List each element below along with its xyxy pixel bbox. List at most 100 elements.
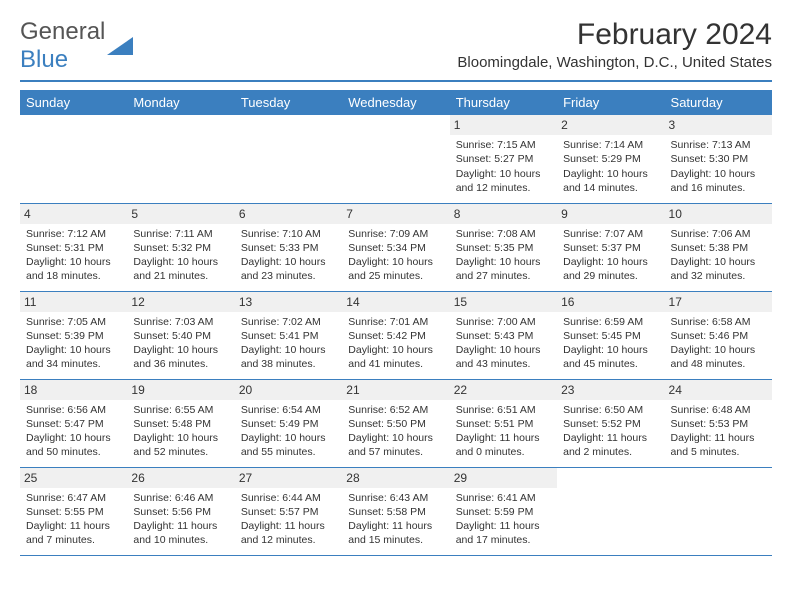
day-details: Sunrise: 6:58 AMSunset: 5:46 PMDaylight:… bbox=[671, 315, 766, 372]
day-cell: 5 Sunrise: 7:11 AMSunset: 5:32 PMDaylight… bbox=[127, 203, 234, 291]
header-rule bbox=[20, 80, 772, 82]
day-cell: 2 Sunrise: 7:14 AMSunset: 5:29 PMDaylight… bbox=[557, 115, 664, 203]
day-number: 18 bbox=[20, 380, 127, 400]
day-details: Sunrise: 6:50 AMSunset: 5:52 PMDaylight:… bbox=[563, 403, 658, 460]
day-details: Sunrise: 6:48 AMSunset: 5:53 PMDaylight:… bbox=[671, 403, 766, 460]
day-cell: 19 Sunrise: 6:55 AMSunset: 5:48 PMDayligh… bbox=[127, 379, 234, 467]
day-cell bbox=[127, 115, 234, 203]
day-number: 27 bbox=[235, 468, 342, 488]
day-cell bbox=[20, 115, 127, 203]
day-details: Sunrise: 6:55 AMSunset: 5:48 PMDaylight:… bbox=[133, 403, 228, 460]
dayname-tuesday: Tuesday bbox=[235, 90, 342, 115]
dayname-thursday: Thursday bbox=[450, 90, 557, 115]
week-row: 1Sunrise: 7:15 AMSunset: 5:27 PMDaylight… bbox=[20, 115, 772, 203]
location: Bloomingdale, Washington, D.C., United S… bbox=[457, 54, 772, 71]
day-number: 7 bbox=[342, 204, 449, 224]
day-number: 4 bbox=[20, 204, 127, 224]
day-cell: 28 Sunrise: 6:43 AMSunset: 5:58 PMDayligh… bbox=[342, 467, 449, 555]
day-details: Sunrise: 6:41 AMSunset: 5:59 PMDaylight:… bbox=[456, 491, 551, 548]
day-cell: 7 Sunrise: 7:09 AMSunset: 5:34 PMDaylight… bbox=[342, 203, 449, 291]
day-cell: 10 Sunrise: 7:06 AMSunset: 5:38 PMDayligh… bbox=[665, 203, 772, 291]
day-number: 23 bbox=[557, 380, 664, 400]
day-details: Sunrise: 7:10 AMSunset: 5:33 PMDaylight:… bbox=[241, 227, 336, 284]
day-number: 17 bbox=[665, 292, 772, 312]
day-number: 9 bbox=[557, 204, 664, 224]
day-cell: 6 Sunrise: 7:10 AMSunset: 5:33 PMDaylight… bbox=[235, 203, 342, 291]
day-number: 10 bbox=[665, 204, 772, 224]
day-number: 5 bbox=[127, 204, 234, 224]
day-cell: 13Sunrise: 7:02 AMSunset: 5:41 PMDayligh… bbox=[235, 291, 342, 379]
day-number: 14 bbox=[342, 292, 449, 312]
day-number: 15 bbox=[450, 292, 557, 312]
title-block: February 2024 Bloomingdale, Washington, … bbox=[457, 18, 772, 71]
day-number: 11 bbox=[20, 292, 127, 312]
day-details: Sunrise: 7:15 AMSunset: 5:27 PMDaylight:… bbox=[456, 138, 551, 195]
day-number: 22 bbox=[450, 380, 557, 400]
day-number: 29 bbox=[450, 468, 557, 488]
day-number: 25 bbox=[20, 468, 127, 488]
day-cell: 12Sunrise: 7:03 AMSunset: 5:40 PMDayligh… bbox=[127, 291, 234, 379]
week-row: 25 Sunrise: 6:47 AMSunset: 5:55 PMDayligh… bbox=[20, 467, 772, 555]
day-number: 28 bbox=[342, 468, 449, 488]
day-number: 2 bbox=[557, 115, 664, 135]
day-details: Sunrise: 6:47 AMSunset: 5:55 PMDaylight:… bbox=[26, 491, 121, 548]
day-cell bbox=[342, 115, 449, 203]
calendar-table: SundayMondayTuesdayWednesdayThursdayFrid… bbox=[20, 90, 772, 556]
day-details: Sunrise: 7:07 AMSunset: 5:37 PMDaylight:… bbox=[563, 227, 658, 284]
day-cell bbox=[665, 467, 772, 555]
day-cell: 22Sunrise: 6:51 AMSunset: 5:51 PMDayligh… bbox=[450, 379, 557, 467]
day-cell: 23 Sunrise: 6:50 AMSunset: 5:52 PMDayligh… bbox=[557, 379, 664, 467]
logo-text: General Blue bbox=[20, 18, 105, 74]
day-details: Sunrise: 7:13 AMSunset: 5:30 PMDaylight:… bbox=[671, 138, 766, 195]
day-cell bbox=[235, 115, 342, 203]
day-cell: 29 Sunrise: 6:41 AMSunset: 5:59 PMDayligh… bbox=[450, 467, 557, 555]
dayname-wednesday: Wednesday bbox=[342, 90, 449, 115]
logo-general: General bbox=[20, 18, 105, 45]
day-number: 6 bbox=[235, 204, 342, 224]
week-row: 4 Sunrise: 7:12 AMSunset: 5:31 PMDaylight… bbox=[20, 203, 772, 291]
dayname-row: SundayMondayTuesdayWednesdayThursdayFrid… bbox=[20, 90, 772, 115]
day-cell: 15Sunrise: 7:00 AMSunset: 5:43 PMDayligh… bbox=[450, 291, 557, 379]
logo-blue: Blue bbox=[20, 46, 68, 73]
day-cell: 9 Sunrise: 7:07 AMSunset: 5:37 PMDaylight… bbox=[557, 203, 664, 291]
day-details: Sunrise: 7:06 AMSunset: 5:38 PMDaylight:… bbox=[671, 227, 766, 284]
header: General Blue February 2024 Bloomingdale,… bbox=[20, 18, 772, 74]
dayname-saturday: Saturday bbox=[665, 90, 772, 115]
day-cell: 17 Sunrise: 6:58 AMSunset: 5:46 PMDayligh… bbox=[665, 291, 772, 379]
day-number: 3 bbox=[665, 115, 772, 135]
day-cell bbox=[557, 467, 664, 555]
day-details: Sunrise: 7:01 AMSunset: 5:42 PMDaylight:… bbox=[348, 315, 443, 372]
day-cell: 16 Sunrise: 6:59 AMSunset: 5:45 PMDayligh… bbox=[557, 291, 664, 379]
day-details: Sunrise: 7:09 AMSunset: 5:34 PMDaylight:… bbox=[348, 227, 443, 284]
day-cell: 14 Sunrise: 7:01 AMSunset: 5:42 PMDayligh… bbox=[342, 291, 449, 379]
day-cell: 27 Sunrise: 6:44 AMSunset: 5:57 PMDayligh… bbox=[235, 467, 342, 555]
day-number: 24 bbox=[665, 380, 772, 400]
day-details: Sunrise: 7:14 AMSunset: 5:29 PMDaylight:… bbox=[563, 138, 658, 195]
day-details: Sunrise: 7:02 AMSunset: 5:41 PMDaylight:… bbox=[241, 315, 336, 372]
day-details: Sunrise: 6:46 AMSunset: 5:56 PMDaylight:… bbox=[133, 491, 228, 548]
day-details: Sunrise: 6:56 AMSunset: 5:47 PMDaylight:… bbox=[26, 403, 121, 460]
day-number: 20 bbox=[235, 380, 342, 400]
day-details: Sunrise: 6:59 AMSunset: 5:45 PMDaylight:… bbox=[563, 315, 658, 372]
day-cell: 24 Sunrise: 6:48 AMSunset: 5:53 PMDayligh… bbox=[665, 379, 772, 467]
day-number: 19 bbox=[127, 380, 234, 400]
day-cell: 20Sunrise: 6:54 AMSunset: 5:49 PMDayligh… bbox=[235, 379, 342, 467]
logo: General Blue bbox=[20, 18, 133, 74]
day-cell: 3 Sunrise: 7:13 AMSunset: 5:30 PMDaylight… bbox=[665, 115, 772, 203]
day-details: Sunrise: 7:05 AMSunset: 5:39 PMDaylight:… bbox=[26, 315, 121, 372]
day-cell: 18 Sunrise: 6:56 AMSunset: 5:47 PMDayligh… bbox=[20, 379, 127, 467]
day-details: Sunrise: 7:11 AMSunset: 5:32 PMDaylight:… bbox=[133, 227, 228, 284]
day-details: Sunrise: 7:03 AMSunset: 5:40 PMDaylight:… bbox=[133, 315, 228, 372]
day-details: Sunrise: 6:43 AMSunset: 5:58 PMDaylight:… bbox=[348, 491, 443, 548]
day-cell: 11 Sunrise: 7:05 AMSunset: 5:39 PMDayligh… bbox=[20, 291, 127, 379]
day-details: Sunrise: 7:08 AMSunset: 5:35 PMDaylight:… bbox=[456, 227, 551, 284]
day-details: Sunrise: 6:52 AMSunset: 5:50 PMDaylight:… bbox=[348, 403, 443, 460]
day-details: Sunrise: 6:44 AMSunset: 5:57 PMDaylight:… bbox=[241, 491, 336, 548]
day-cell: 8Sunrise: 7:08 AMSunset: 5:35 PMDaylight… bbox=[450, 203, 557, 291]
dayname-friday: Friday bbox=[557, 90, 664, 115]
dayname-monday: Monday bbox=[127, 90, 234, 115]
day-cell: 25 Sunrise: 6:47 AMSunset: 5:55 PMDayligh… bbox=[20, 467, 127, 555]
day-number: 16 bbox=[557, 292, 664, 312]
day-details: Sunrise: 7:12 AMSunset: 5:31 PMDaylight:… bbox=[26, 227, 121, 284]
day-cell: 1Sunrise: 7:15 AMSunset: 5:27 PMDaylight… bbox=[450, 115, 557, 203]
